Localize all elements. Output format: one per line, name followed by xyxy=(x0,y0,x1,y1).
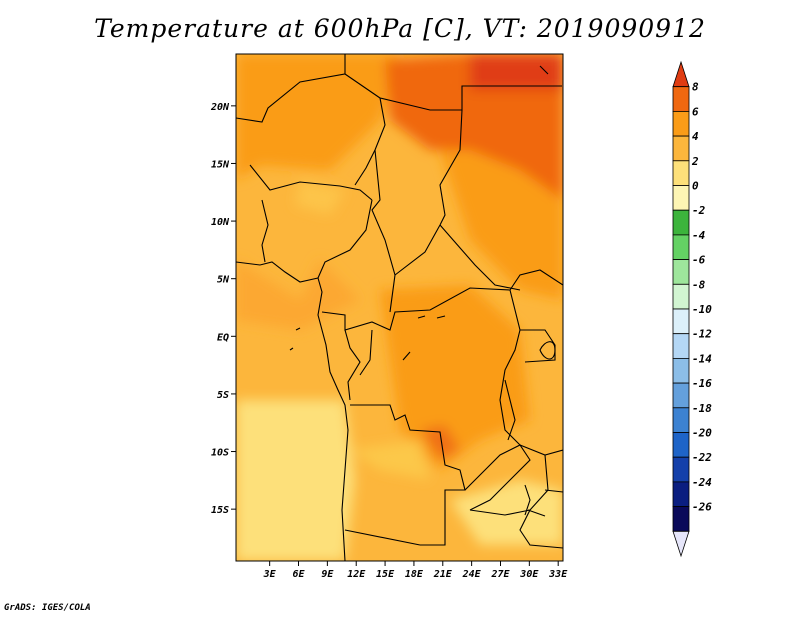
lon-tick-label: 33E xyxy=(548,569,568,580)
colorbar-segment xyxy=(672,481,690,507)
colorbar: 8 6 4 2 0 -2 -4 -6 -8 -10 -12 -14 -16 -18 -20 -22 -24 -26 xyxy=(672,60,712,558)
colorbar-label: 0 xyxy=(692,180,699,193)
colorbar-label: 2 xyxy=(691,155,699,168)
lon-tick-label: 15E xyxy=(376,569,395,580)
colorbar-segment xyxy=(672,135,690,162)
colorbar-segment xyxy=(672,382,690,409)
lon-tick-label: 30E xyxy=(519,569,539,580)
lon-tick-label: 18E xyxy=(405,569,424,580)
colorbar-label: -16 xyxy=(692,377,712,390)
colorbar-label: -2 xyxy=(692,204,706,217)
colorbar-label: -22 xyxy=(692,451,712,464)
country-borders xyxy=(236,54,563,561)
colorbar-segment xyxy=(672,86,690,112)
colorbar-segment xyxy=(672,456,690,483)
lon-tick-label: 24E xyxy=(462,569,482,580)
lat-tick-label: 15S xyxy=(211,505,229,516)
colorbar-segment xyxy=(672,259,690,285)
latitude-axis: 20N 15N 10N 5N EQ 5S 10S 15S xyxy=(210,102,236,516)
map-frame xyxy=(235,53,564,562)
colorbar-segment xyxy=(672,160,690,186)
lon-tick-label: 27E xyxy=(490,569,510,580)
colorbar-segment xyxy=(672,308,690,335)
colorbar-label: -6 xyxy=(692,254,706,267)
colorbar-segment xyxy=(672,111,690,137)
colorbar-arrow-bottom xyxy=(672,530,690,558)
colorbar-segment xyxy=(672,209,690,236)
grads-credit: GrADS: IGES/COLA xyxy=(4,603,91,613)
colorbar-label: 8 xyxy=(692,81,699,94)
colorbar-segment xyxy=(672,506,690,532)
lat-tick-label: 10N xyxy=(211,217,230,228)
colorbar-label: -24 xyxy=(692,476,712,489)
colorbar-label: -20 xyxy=(692,427,712,440)
map-title: Temperature at 600hPa [C], VT: 201909091… xyxy=(94,14,706,43)
colorbar-label: -8 xyxy=(692,278,706,291)
colorbar-label: -26 xyxy=(692,501,712,514)
colorbar-segment xyxy=(672,185,690,211)
colorbar-segment xyxy=(672,432,690,458)
lat-tick-label: 15N xyxy=(211,159,230,170)
colorbar-segment xyxy=(672,357,690,384)
lat-tick-label: EQ xyxy=(217,332,229,343)
colorbar-label: -4 xyxy=(692,229,706,242)
colorbar-label: -10 xyxy=(692,303,712,316)
lat-tick-label: 5S xyxy=(217,390,229,401)
colorbar-segment xyxy=(672,333,690,359)
longitude-axis: 3E 6E 9E 12E 15E 18E 21E 24E 27E 30E 33E xyxy=(263,561,568,580)
colorbar-arrow-top xyxy=(672,60,690,88)
colorbar-label: -12 xyxy=(692,328,712,341)
lon-tick-label: 3E xyxy=(263,569,277,580)
colorbar-label: -18 xyxy=(692,402,712,415)
colorbar-label: -14 xyxy=(692,352,712,365)
lat-tick-label: 10S xyxy=(211,448,229,459)
lon-tick-label: 6E xyxy=(292,569,305,580)
lon-tick-label: 9E xyxy=(321,569,334,580)
colorbar-label: 6 xyxy=(692,105,699,118)
lon-tick-label: 12E xyxy=(347,569,366,580)
lon-tick-label: 21E xyxy=(433,569,453,580)
colorbar-segment xyxy=(672,407,690,433)
lat-tick-label: 5N xyxy=(217,275,230,286)
colorbar-segment xyxy=(672,283,690,310)
lat-tick-label: 20N xyxy=(210,102,230,113)
colorbar-label: 4 xyxy=(692,130,699,143)
colorbar-segment xyxy=(672,234,690,260)
